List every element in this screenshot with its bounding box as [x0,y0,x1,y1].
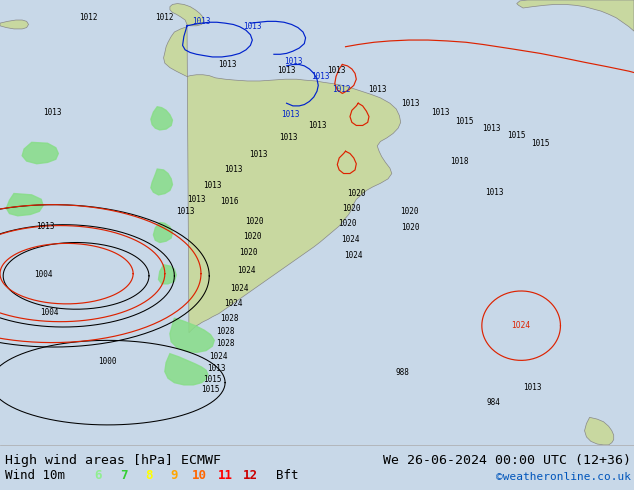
Text: 988: 988 [396,368,410,377]
Text: 1028: 1028 [216,327,235,336]
Text: 1020: 1020 [342,204,361,213]
Text: 1020: 1020 [243,232,262,241]
Text: 1020: 1020 [347,189,366,198]
Text: 1024: 1024 [344,251,363,260]
Text: 1013: 1013 [283,57,302,66]
Text: 1020: 1020 [399,207,418,216]
Text: 1013: 1013 [176,207,195,216]
Text: High wind areas [hPa] ECMWF: High wind areas [hPa] ECMWF [5,454,221,467]
Text: 1018: 1018 [450,157,469,166]
Text: 1013: 1013 [368,85,387,95]
Polygon shape [164,24,401,333]
Text: 7: 7 [120,469,127,482]
Polygon shape [151,107,172,130]
Text: 1013: 1013 [277,66,296,75]
Text: 1013: 1013 [401,98,420,108]
Text: 1028: 1028 [216,339,235,348]
Text: 1013: 1013 [192,17,211,26]
Text: 1028: 1028 [220,314,239,322]
Text: 12: 12 [243,469,258,482]
Polygon shape [0,20,29,29]
Polygon shape [22,143,58,164]
Text: 8: 8 [145,469,153,482]
Text: 1013: 1013 [311,72,330,81]
Text: 1013: 1013 [203,181,222,191]
Text: 1013: 1013 [281,110,300,119]
Text: 1013: 1013 [307,121,327,130]
Text: 1013: 1013 [224,166,243,174]
Text: 1024: 1024 [512,321,531,330]
Polygon shape [170,3,204,26]
Text: 1020: 1020 [401,223,420,232]
Text: 1013: 1013 [217,60,236,69]
Text: 1004: 1004 [34,270,53,279]
Polygon shape [165,354,208,385]
Text: 1013: 1013 [431,108,450,117]
Polygon shape [6,194,43,216]
Text: 1012: 1012 [155,13,174,23]
Text: 1000: 1000 [98,357,117,366]
Text: 1020: 1020 [239,248,258,257]
Text: 1013: 1013 [187,195,206,204]
Text: 1012: 1012 [332,85,351,95]
Text: 1012: 1012 [79,13,98,23]
Text: 1013: 1013 [482,123,501,133]
Polygon shape [517,0,634,31]
Text: 1020: 1020 [245,217,264,226]
Text: 1004: 1004 [40,308,59,317]
Polygon shape [158,265,176,284]
Text: 1013: 1013 [485,188,504,196]
Text: ©weatheronline.co.uk: ©weatheronline.co.uk [496,472,631,482]
Polygon shape [153,222,172,243]
Text: 984: 984 [486,398,500,407]
Text: 1024: 1024 [340,235,359,244]
Text: 1024: 1024 [209,352,228,361]
Text: 1013: 1013 [523,384,542,392]
Polygon shape [151,169,172,195]
Text: 1024: 1024 [230,284,249,293]
Text: Bft: Bft [276,469,298,482]
Text: 1013: 1013 [207,364,226,373]
Text: 6: 6 [94,469,102,482]
Text: Wind 10m: Wind 10m [5,469,65,482]
Text: 1013: 1013 [36,221,55,230]
Text: 1013: 1013 [327,66,346,75]
Text: 1024: 1024 [224,299,243,308]
Polygon shape [170,318,214,352]
Text: 1020: 1020 [338,219,357,228]
Text: 1024: 1024 [236,266,256,275]
Text: 11: 11 [217,469,233,482]
Text: 1013: 1013 [279,133,298,143]
Text: 1013: 1013 [249,150,268,159]
Text: 1016: 1016 [220,196,239,206]
Polygon shape [585,417,614,445]
Text: 1013: 1013 [42,108,61,117]
Text: 1015: 1015 [201,385,220,394]
Text: 1015: 1015 [531,139,550,148]
Text: 9: 9 [171,469,178,482]
Text: 1013: 1013 [243,22,262,31]
Text: We 26-06-2024 00:00 UTC (12+36): We 26-06-2024 00:00 UTC (12+36) [383,454,631,467]
Text: 10: 10 [192,469,207,482]
Text: 1015: 1015 [203,374,222,384]
Text: 1015: 1015 [455,117,474,125]
Text: 1015: 1015 [507,131,526,140]
